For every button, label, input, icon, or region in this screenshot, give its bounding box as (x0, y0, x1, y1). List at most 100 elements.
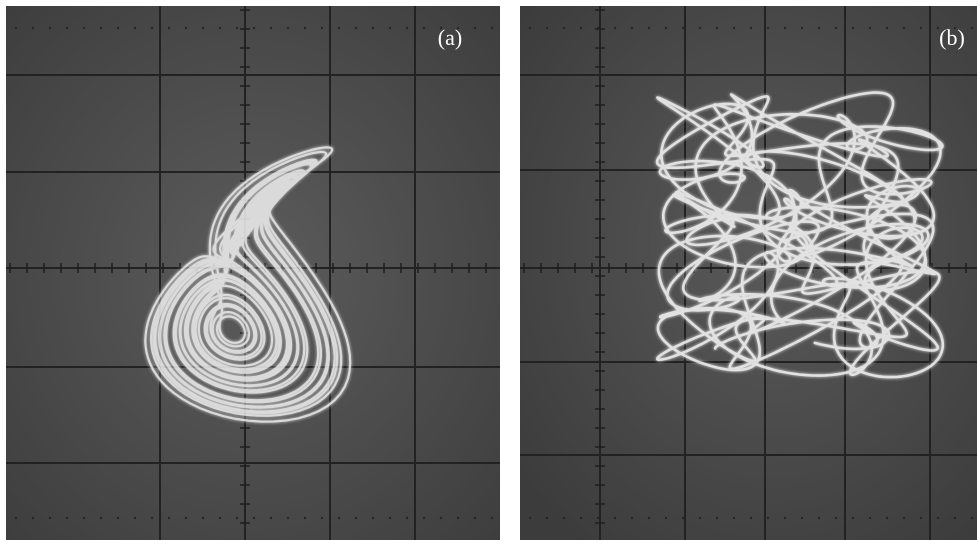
dot (100, 27, 102, 29)
dot (886, 517, 888, 519)
dot (699, 27, 701, 29)
dot (457, 517, 459, 519)
dot (971, 517, 973, 519)
dot (151, 517, 153, 519)
dot (920, 517, 922, 519)
dot (219, 27, 221, 29)
dot (49, 27, 51, 29)
dot (355, 517, 357, 519)
dot (474, 517, 476, 519)
dot (682, 517, 684, 519)
dot (304, 27, 306, 29)
dot (563, 517, 565, 519)
dot (937, 517, 939, 519)
dot (134, 517, 136, 519)
dot (614, 27, 616, 29)
dot (614, 517, 616, 519)
dot (631, 517, 633, 519)
dot (236, 27, 238, 29)
dot (597, 517, 599, 519)
dot (15, 517, 17, 519)
dot (372, 27, 374, 29)
dot (750, 517, 752, 519)
dot (202, 27, 204, 29)
dot (372, 517, 374, 519)
dot (321, 517, 323, 519)
dot (49, 517, 51, 519)
dot (202, 517, 204, 519)
dot (818, 27, 820, 29)
dot (580, 517, 582, 519)
panel-label: (a) (438, 25, 462, 50)
dot (219, 517, 221, 519)
dot (440, 517, 442, 519)
dot (903, 27, 905, 29)
dot (818, 517, 820, 519)
dot (423, 517, 425, 519)
dot (117, 517, 119, 519)
dot (648, 27, 650, 29)
dot (801, 27, 803, 29)
dot (355, 27, 357, 29)
dot (631, 27, 633, 29)
dot (920, 27, 922, 29)
dot (253, 517, 255, 519)
page: (a) (b) (() => { const data = JSON.parse… (0, 0, 977, 546)
dot (665, 27, 667, 29)
dot (15, 27, 17, 29)
dot (134, 27, 136, 29)
dot (270, 517, 272, 519)
dot (767, 517, 769, 519)
dot (423, 27, 425, 29)
dot (83, 517, 85, 519)
dot (491, 27, 493, 29)
dot (389, 27, 391, 29)
dot (168, 27, 170, 29)
dot (869, 517, 871, 519)
dot (903, 517, 905, 519)
dot (321, 27, 323, 29)
dot (287, 517, 289, 519)
dot (546, 517, 548, 519)
dot (699, 517, 701, 519)
dot (474, 27, 476, 29)
dot (767, 27, 769, 29)
panel-a-background (6, 6, 500, 540)
dot (83, 27, 85, 29)
dot (801, 517, 803, 519)
dot (529, 517, 531, 519)
dot (406, 27, 408, 29)
dot (529, 27, 531, 29)
dot (66, 517, 68, 519)
dot (253, 27, 255, 29)
dot (852, 517, 854, 519)
dot (100, 517, 102, 519)
dot (546, 27, 548, 29)
dot (835, 517, 837, 519)
dot (151, 27, 153, 29)
dot (716, 27, 718, 29)
dot (168, 517, 170, 519)
dot (665, 517, 667, 519)
dot (563, 27, 565, 29)
figure: (a) (b) (0, 0, 977, 546)
dot (648, 517, 650, 519)
dot (886, 27, 888, 29)
dot (185, 27, 187, 29)
dot (869, 27, 871, 29)
dot (338, 517, 340, 519)
panel-label: (b) (939, 25, 965, 50)
dot (784, 27, 786, 29)
dot (835, 27, 837, 29)
dot (406, 517, 408, 519)
dot (117, 27, 119, 29)
dot (852, 27, 854, 29)
dot (733, 517, 735, 519)
dot (338, 27, 340, 29)
dot (971, 27, 973, 29)
dot (270, 27, 272, 29)
dot (716, 517, 718, 519)
dot (580, 27, 582, 29)
dot (491, 517, 493, 519)
dot (66, 27, 68, 29)
